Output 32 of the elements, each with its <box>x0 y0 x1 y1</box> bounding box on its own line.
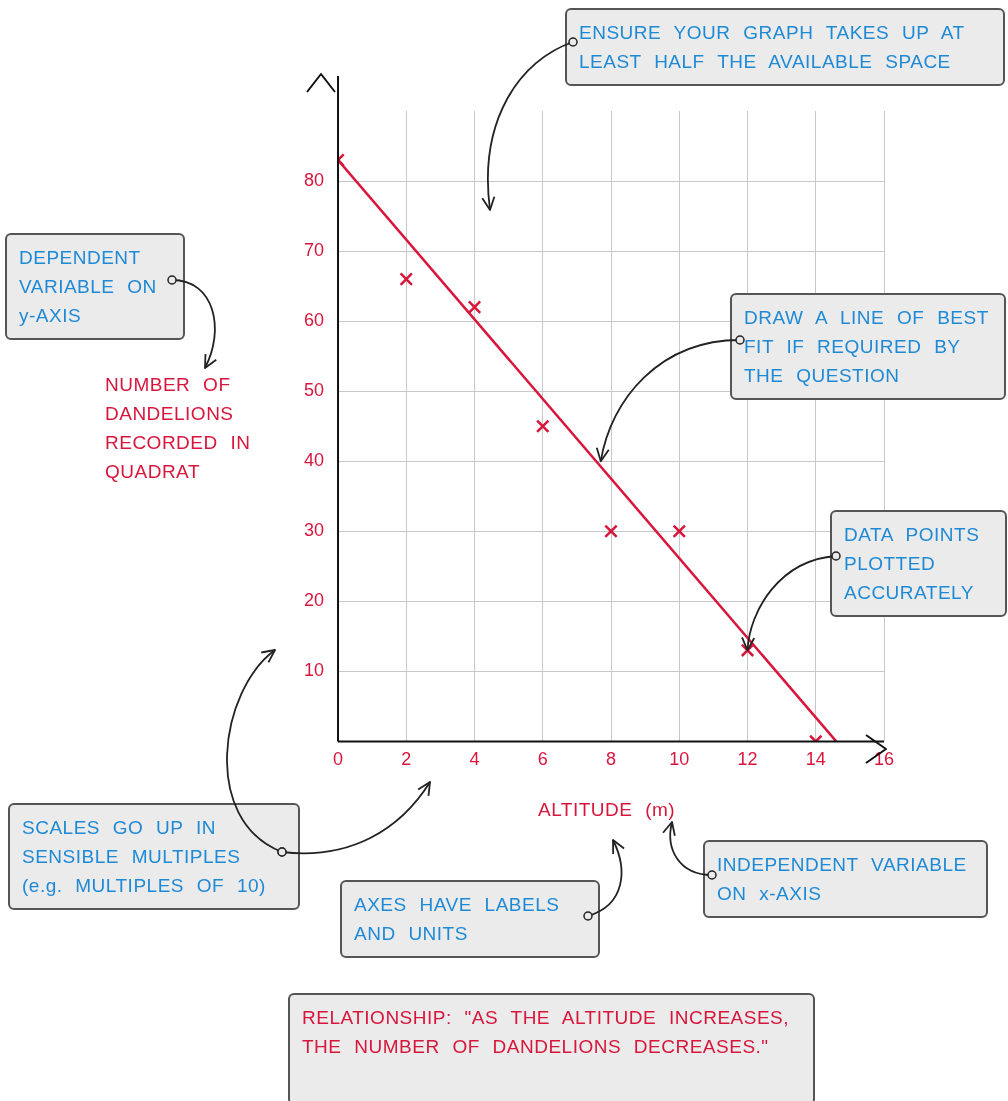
text: INDEPENDENT VARIABLE ON x-AXIS <box>703 840 988 918</box>
y-tick-label: 10 <box>303 660 325 681</box>
text: DEPENDENT VARIABLE ON y-AXIS <box>5 233 185 340</box>
text: AXES HAVE LABELS AND UNITS <box>340 880 600 958</box>
x-tick-label: 4 <box>469 749 480 770</box>
x-tick-label: 12 <box>737 749 758 770</box>
x-axis-title: ALTITUDE (m) <box>538 798 677 822</box>
point <box>604 524 618 539</box>
y-tick-label: 30 <box>303 520 325 541</box>
x-tick-label: 8 <box>606 749 617 770</box>
text: ENSURE YOUR GRAPH TAKES UP AT LEAST HALF THE AVAILABLE SPACE <box>565 8 1005 86</box>
y-tick-label: 20 <box>303 590 325 611</box>
point <box>399 272 414 287</box>
text: SCALES GO UP IN SENSIBLE MULTIPLES (e.g. MULTIPLES OF 10) <box>8 803 300 910</box>
annotation: DRAW A LINE OF BEST FIT IF REQUIRED BY THE QUESTION <box>730 293 1006 400</box>
text: RELATIONSHIP: "AS THE ALTITUDE INCREASES, THE NUMBER OF DANDELIONS DECREASES." <box>288 993 815 1101</box>
point <box>535 419 550 434</box>
x-tick-label: 0 <box>333 749 344 770</box>
point <box>467 300 482 315</box>
y-tick-label: 60 <box>303 310 325 331</box>
x-tick-label: 6 <box>537 749 548 770</box>
annotation: DATA POINTS PLOTTED ACCURATELY <box>830 510 1007 617</box>
x-tick-label: 14 <box>805 749 826 770</box>
x-tick-label: 10 <box>669 749 690 770</box>
x-tick-label: 16 <box>873 749 895 770</box>
x-tick-label: 2 <box>401 749 412 770</box>
y-tick-label: 80 <box>303 170 325 191</box>
point <box>672 524 687 539</box>
y-tick-label: 40 <box>303 450 325 471</box>
y-tick-label: 70 <box>303 240 325 261</box>
y-axis-title: NUMBER OF DANDELIONS RECORDED IN QUADRAT <box>105 373 252 484</box>
y-tick-label: 50 <box>303 380 325 401</box>
